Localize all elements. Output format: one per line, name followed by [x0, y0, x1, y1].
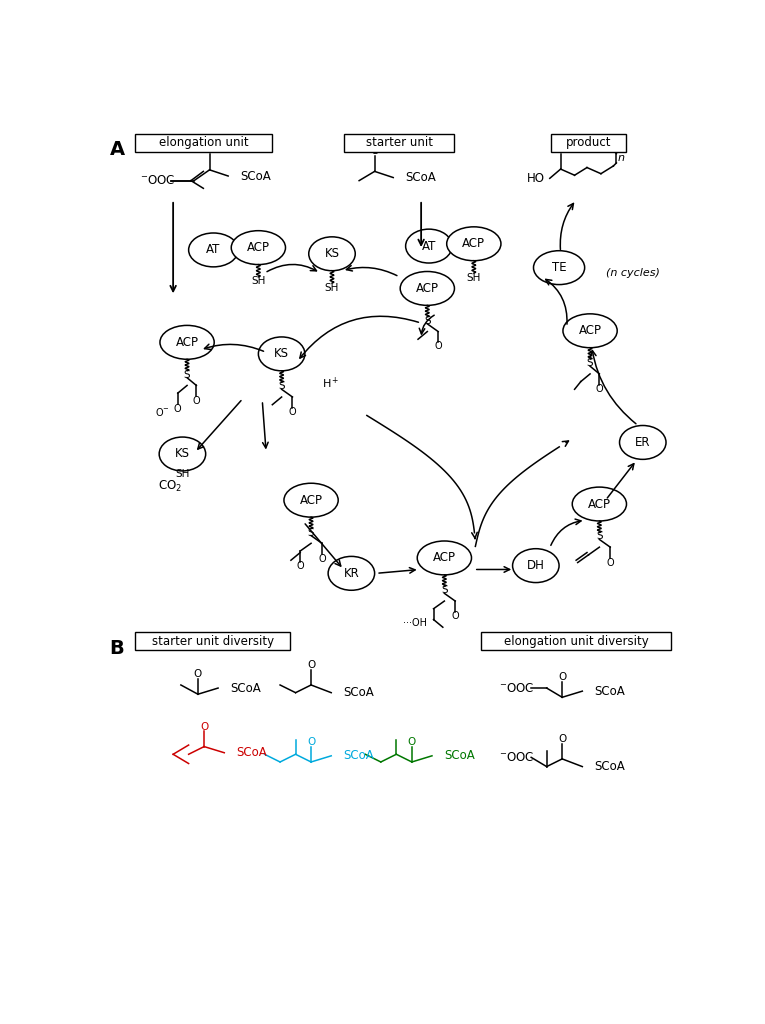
Text: TE: TE — [552, 261, 566, 274]
Text: ACP: ACP — [300, 494, 323, 507]
Text: SH: SH — [467, 272, 481, 283]
Text: O: O — [408, 737, 416, 746]
Text: starter unit: starter unit — [366, 136, 433, 150]
Text: S: S — [596, 531, 603, 542]
Text: S: S — [308, 527, 314, 538]
Text: KR: KR — [343, 567, 360, 580]
Text: O: O — [296, 561, 304, 571]
Text: O: O — [318, 554, 326, 563]
Text: SCoA: SCoA — [444, 750, 475, 762]
Text: O: O — [200, 722, 208, 731]
Text: SCoA: SCoA — [343, 686, 374, 699]
Ellipse shape — [447, 227, 501, 261]
Text: SH: SH — [325, 283, 339, 293]
Text: $^{-}$OOC: $^{-}$OOC — [499, 682, 534, 694]
Text: O$^{-}$: O$^{-}$ — [155, 407, 170, 419]
Ellipse shape — [159, 437, 206, 471]
Text: SCoA: SCoA — [594, 760, 626, 773]
Text: A: A — [109, 140, 125, 159]
Text: SH: SH — [251, 276, 265, 287]
Text: AT: AT — [422, 240, 436, 253]
Text: ACP: ACP — [176, 336, 199, 349]
Text: AT: AT — [207, 244, 220, 256]
Ellipse shape — [259, 337, 305, 371]
Text: $^{-}$OOC: $^{-}$OOC — [499, 751, 534, 764]
Text: O: O — [596, 384, 603, 394]
Text: O: O — [307, 659, 315, 670]
Text: SCoA: SCoA — [230, 682, 261, 694]
Text: O: O — [288, 408, 296, 418]
Ellipse shape — [563, 313, 617, 348]
Ellipse shape — [417, 541, 471, 574]
Text: S: S — [184, 370, 190, 380]
Text: O: O — [193, 396, 200, 406]
Ellipse shape — [231, 230, 285, 264]
Text: O: O — [558, 673, 566, 682]
Text: $^{-}$OOC: $^{-}$OOC — [140, 174, 175, 187]
Ellipse shape — [309, 237, 355, 270]
Text: B: B — [109, 639, 125, 657]
Text: ACP: ACP — [247, 241, 270, 254]
Text: SCoA: SCoA — [343, 750, 374, 762]
Text: DH: DH — [527, 559, 545, 572]
Text: ACP: ACP — [588, 498, 611, 511]
Text: SCoA: SCoA — [405, 171, 436, 184]
FancyBboxPatch shape — [135, 134, 272, 153]
Ellipse shape — [405, 229, 452, 263]
Text: HO: HO — [526, 172, 545, 184]
Text: O: O — [556, 144, 565, 154]
Ellipse shape — [572, 487, 627, 521]
Text: O: O — [194, 670, 202, 679]
Text: O: O — [607, 557, 614, 567]
Text: ACP: ACP — [416, 282, 439, 295]
Text: n: n — [617, 154, 624, 163]
Text: SCoA: SCoA — [594, 685, 626, 697]
Text: O: O — [435, 341, 442, 351]
Text: ACP: ACP — [578, 325, 601, 337]
FancyBboxPatch shape — [551, 134, 626, 153]
Text: SCoA: SCoA — [240, 170, 272, 182]
FancyBboxPatch shape — [135, 632, 290, 650]
Text: CO$_2$: CO$_2$ — [158, 479, 181, 494]
Text: SH: SH — [175, 469, 190, 479]
Text: O: O — [205, 144, 214, 155]
Text: H$^+$: H$^+$ — [322, 376, 340, 391]
Text: KS: KS — [274, 347, 289, 360]
Ellipse shape — [328, 556, 375, 590]
Ellipse shape — [513, 549, 559, 583]
FancyBboxPatch shape — [480, 632, 672, 650]
Ellipse shape — [620, 426, 666, 460]
Text: S: S — [278, 381, 285, 391]
Text: elongation unit: elongation unit — [159, 136, 249, 150]
Text: S: S — [424, 315, 431, 326]
Ellipse shape — [284, 483, 338, 517]
Text: O: O — [370, 146, 379, 157]
Text: O: O — [558, 734, 566, 743]
Ellipse shape — [189, 233, 238, 267]
Text: KS: KS — [324, 247, 340, 260]
Ellipse shape — [400, 271, 454, 305]
Text: ···OH: ···OH — [403, 618, 428, 629]
Text: S: S — [587, 358, 594, 368]
Text: S: S — [441, 586, 448, 595]
Text: product: product — [565, 136, 611, 150]
Text: O: O — [307, 737, 315, 746]
Text: elongation unit diversity: elongation unit diversity — [503, 635, 649, 647]
Text: starter unit diversity: starter unit diversity — [151, 635, 274, 647]
Text: ACP: ACP — [462, 238, 485, 250]
Ellipse shape — [160, 326, 214, 359]
Text: O: O — [451, 611, 459, 622]
Text: ER: ER — [635, 436, 650, 449]
FancyBboxPatch shape — [344, 134, 454, 153]
Text: KS: KS — [175, 447, 190, 461]
Ellipse shape — [533, 251, 584, 285]
Text: O: O — [174, 403, 181, 414]
Text: ACP: ACP — [433, 552, 456, 564]
Text: (n cycles): (n cycles) — [606, 268, 659, 279]
Text: SCoA: SCoA — [236, 746, 268, 759]
